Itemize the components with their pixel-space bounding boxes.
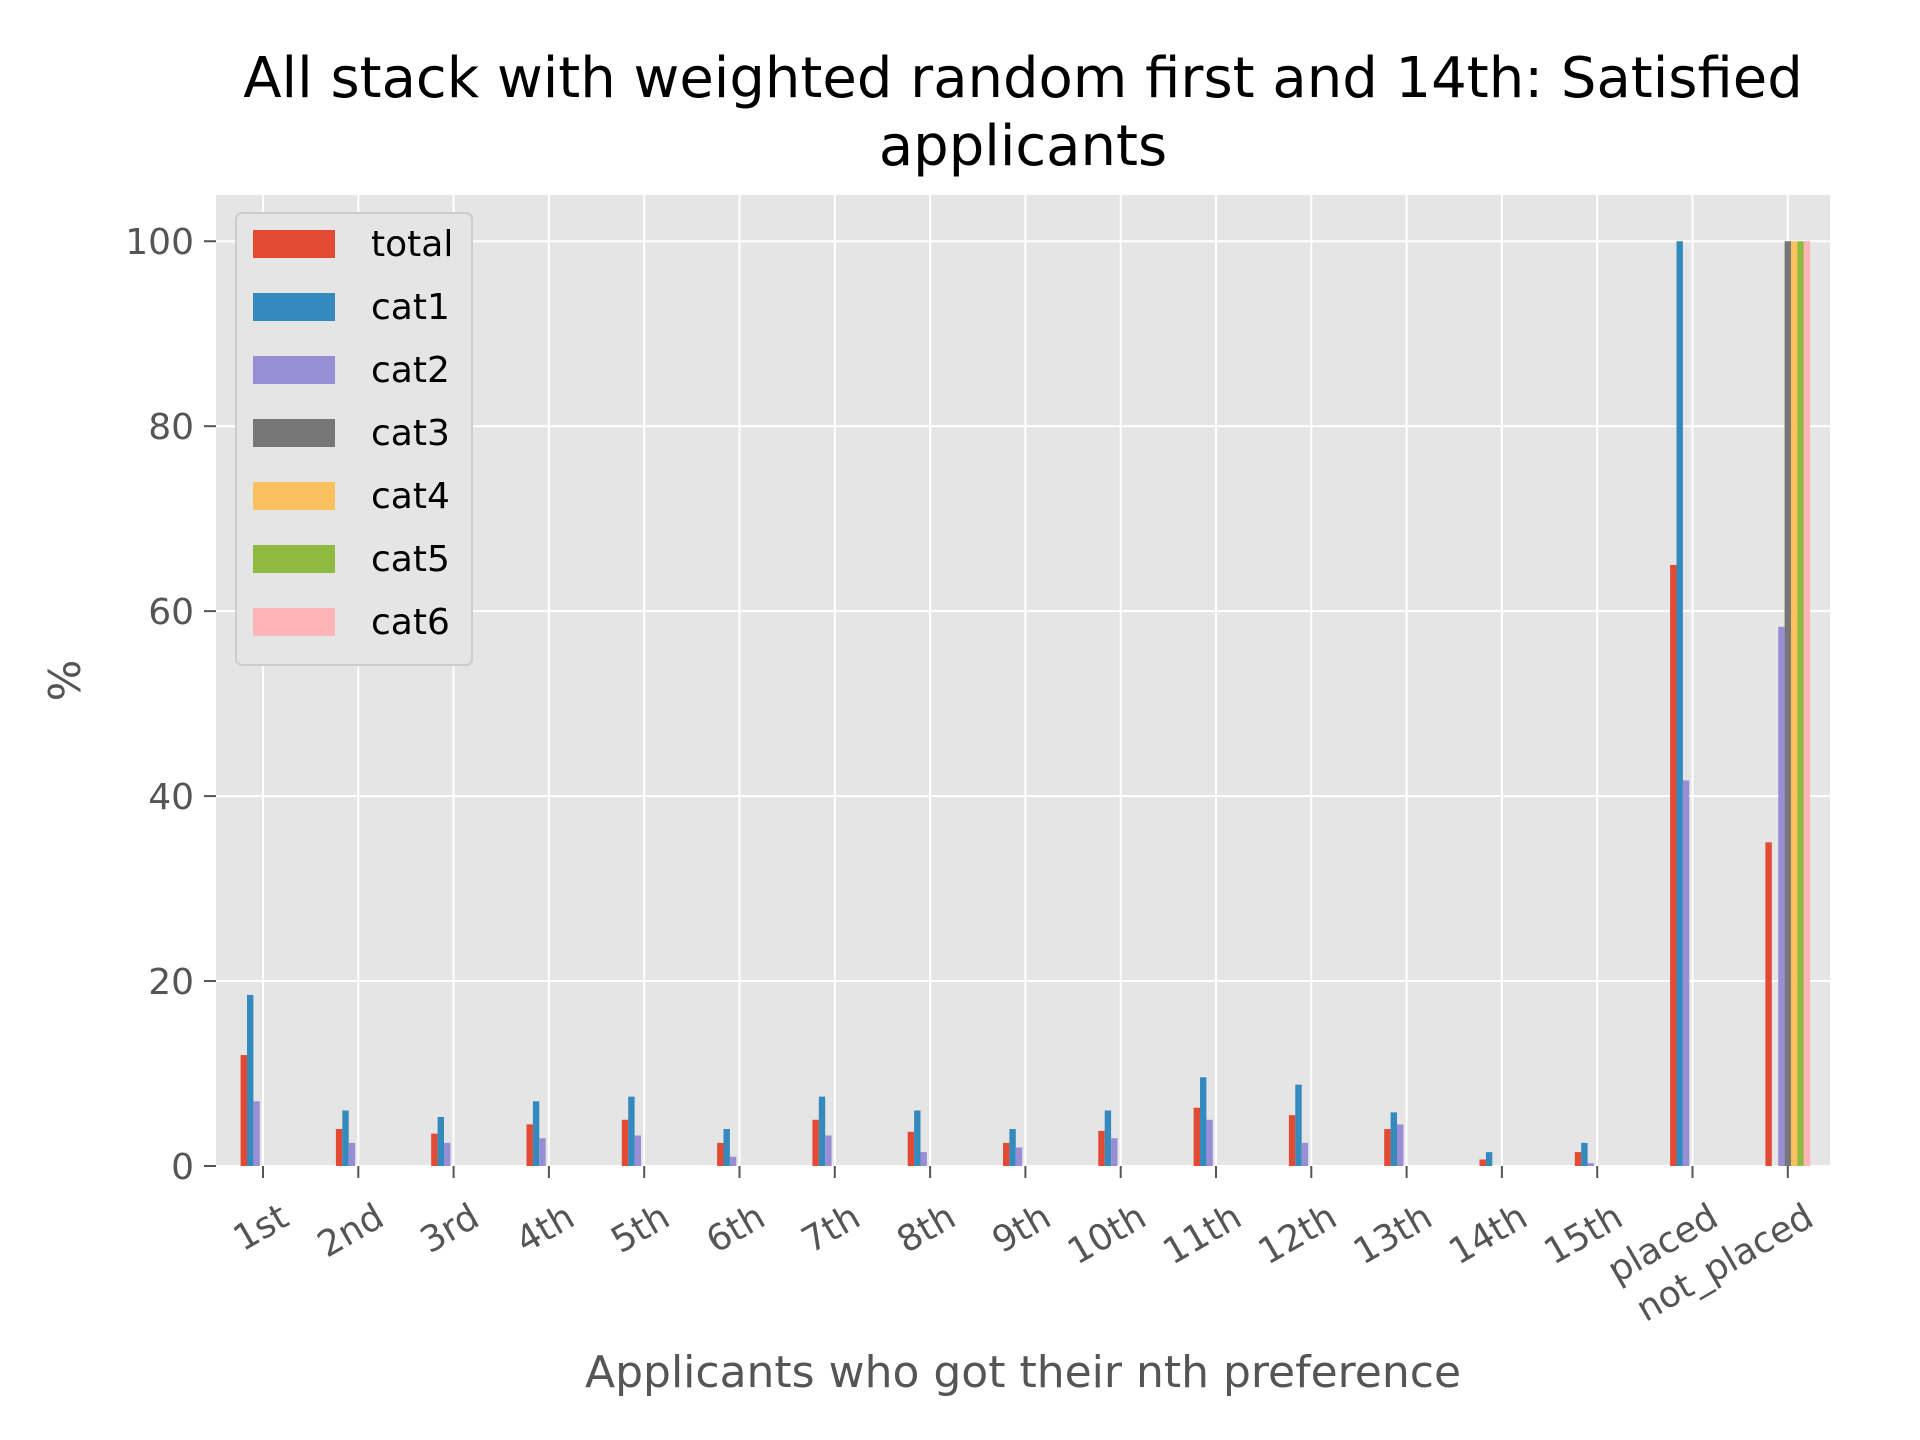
x-tick-label: 1st — [227, 1196, 296, 1259]
bar-cat1-5th — [628, 1096, 635, 1166]
x-tick-label: 2nd — [311, 1196, 391, 1266]
legend-swatch-cat4 — [253, 482, 335, 510]
y-tick-label: 100 — [125, 222, 194, 263]
legend-swatch-cat1 — [253, 293, 335, 321]
plot-area — [216, 195, 1830, 1166]
x-tick-label: 9th — [986, 1196, 1058, 1261]
bar-cat2-9th — [1015, 1147, 1023, 1166]
bar-cat2-12th — [1301, 1142, 1309, 1166]
bar-cat2-1st — [253, 1101, 260, 1166]
bar-cat1-14th — [1485, 1152, 1493, 1166]
bar-total-4th — [526, 1124, 533, 1166]
legend-label-cat6: cat6 — [371, 602, 450, 643]
bar-cat2-not_placed — [1778, 626, 1785, 1166]
legend-label-cat3: cat3 — [371, 413, 450, 454]
y-tick-label: 40 — [148, 777, 194, 818]
x-tick-label: 4th — [509, 1196, 581, 1261]
chart-title-line-2: applicants — [879, 114, 1167, 179]
bar-cat1-placed — [1676, 241, 1683, 1166]
bar-cat1-9th — [1009, 1129, 1016, 1166]
legend-swatch-cat5 — [253, 545, 335, 573]
bar-total-12th — [1288, 1115, 1296, 1166]
legend-label-total: total — [371, 224, 453, 265]
bar-total-8th — [907, 1131, 915, 1166]
bar-cat1-6th — [723, 1129, 730, 1166]
bar-total-2nd — [335, 1129, 343, 1166]
bar-cat1-1st — [247, 994, 254, 1166]
legend-swatch-cat6 — [253, 608, 335, 636]
x-tick-label: 10th — [1061, 1196, 1153, 1273]
bar-cat1-12th — [1295, 1084, 1302, 1166]
bar-total-15th — [1574, 1152, 1582, 1166]
legend-label-cat5: cat5 — [371, 539, 450, 580]
x-axis-label: Applicants who got their nth preference — [585, 1347, 1461, 1398]
bar-total-placed — [1670, 564, 1677, 1166]
x-tick-label: 12th — [1252, 1196, 1344, 1273]
legend-swatch-cat3 — [253, 419, 335, 447]
bar-cat1-11th — [1200, 1077, 1207, 1166]
bar-total-6th — [717, 1142, 724, 1166]
legend-swatch-cat2 — [253, 356, 335, 384]
bar-total-10th — [1098, 1130, 1105, 1166]
y-tick-label: 0 — [171, 1147, 194, 1188]
bar-cat3-not_placed — [1784, 241, 1791, 1166]
chart-title-line-1: All stack with weighted random first and… — [243, 46, 1803, 111]
bar-cat5-not_placed — [1797, 241, 1804, 1166]
bar-cat1-10th — [1104, 1110, 1112, 1166]
bar-cat2-10th — [1111, 1138, 1118, 1166]
bar-cat2-2nd — [348, 1142, 356, 1166]
bar-cat2-4th — [539, 1138, 546, 1166]
bar-cat1-7th — [818, 1096, 826, 1166]
bar-total-13th — [1384, 1129, 1391, 1166]
bar-cat2-placed — [1682, 780, 1690, 1166]
bar-total-9th — [1003, 1142, 1010, 1166]
bar-total-7th — [812, 1119, 819, 1166]
x-tick-label: 8th — [890, 1196, 962, 1261]
legend-swatch-total — [253, 230, 335, 258]
bar-total-not_placed — [1765, 842, 1772, 1166]
bar-total-5th — [621, 1119, 629, 1166]
x-tick-label: 7th — [795, 1196, 867, 1261]
bar-cat2-8th — [920, 1152, 927, 1166]
bar-cat2-13th — [1397, 1124, 1404, 1166]
bar-cat1-3rd — [437, 1116, 444, 1166]
bar-cat2-7th — [825, 1135, 832, 1166]
bar-cat2-15th — [1587, 1163, 1594, 1166]
bar-cat2-5th — [634, 1135, 641, 1166]
bar-cat1-4th — [532, 1101, 540, 1166]
x-tick-label: 11th — [1156, 1196, 1248, 1273]
legend-label-cat2: cat2 — [371, 350, 450, 391]
bar-total-1st — [240, 1055, 247, 1166]
x-tick-label: 14th — [1442, 1196, 1534, 1273]
y-tick-label: 20 — [148, 962, 194, 1003]
y-tick-label: 80 — [148, 407, 194, 448]
bars — [240, 241, 1811, 1166]
legend-label-cat4: cat4 — [371, 476, 450, 517]
bar-cat1-15th — [1581, 1142, 1588, 1166]
y-tick-label: 60 — [148, 592, 194, 633]
bar-cat2-6th — [729, 1156, 737, 1166]
bar-cat1-2nd — [342, 1110, 349, 1166]
bar-cat4-not_placed — [1791, 241, 1798, 1166]
bar-cat2-11th — [1206, 1119, 1213, 1166]
x-tick-label: 6th — [700, 1196, 772, 1261]
bar-total-14th — [1479, 1159, 1486, 1166]
legend: total cat1 cat2 cat3 cat4 cat5 cat6 — [235, 212, 473, 666]
bar-cat2-3rd — [444, 1142, 451, 1166]
y-axis-label: % — [40, 660, 91, 702]
x-tick-label: 3rd — [414, 1196, 486, 1261]
x-tick-label: 13th — [1347, 1196, 1439, 1273]
bar-total-11th — [1193, 1107, 1200, 1166]
x-tick-label: 5th — [604, 1196, 676, 1261]
bar-total-3rd — [431, 1133, 438, 1166]
bar-cat1-13th — [1390, 1112, 1397, 1166]
legend-label-cat1: cat1 — [371, 287, 450, 328]
bar-cat6-not_placed — [1803, 241, 1811, 1166]
bar-cat1-8th — [914, 1110, 921, 1166]
